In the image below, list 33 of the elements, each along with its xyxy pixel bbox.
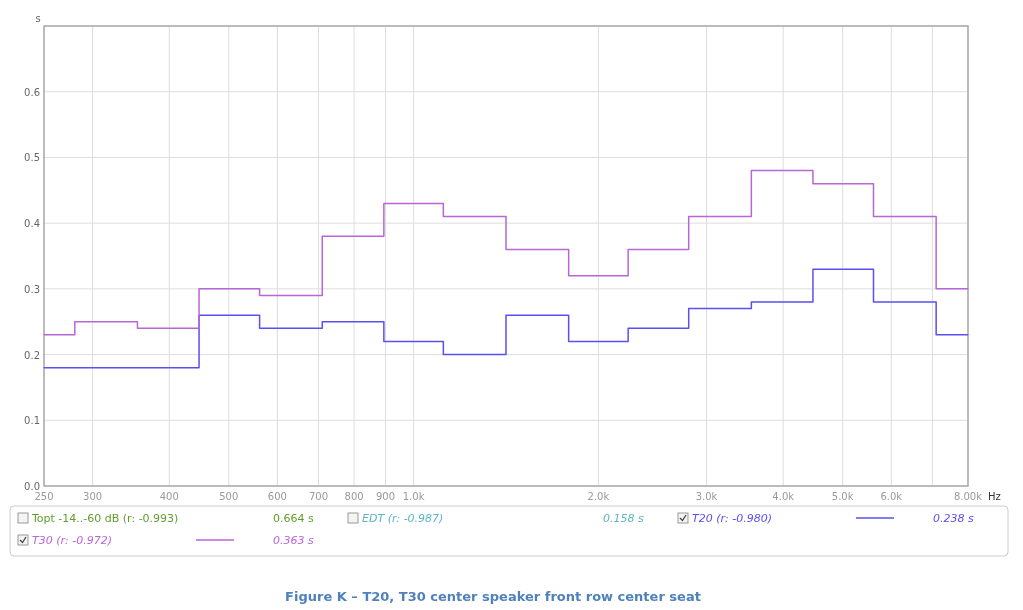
x-tick-label: 6.0k bbox=[880, 491, 903, 502]
y-tick-label: 0.5 bbox=[24, 152, 40, 164]
x-tick-label: 300 bbox=[83, 491, 103, 502]
x-tick-label: 2.0k bbox=[587, 491, 610, 502]
x-tick-label: 8.00k bbox=[953, 491, 983, 502]
text: 0.363 s bbox=[273, 534, 314, 547]
x-tick-label: 3.0k bbox=[695, 491, 718, 502]
x-tick-label: 700 bbox=[308, 491, 329, 502]
x-tick-label: 250 bbox=[34, 491, 54, 502]
x-axis-title: Hz bbox=[988, 491, 1001, 502]
x-tick-label: 800 bbox=[344, 491, 364, 502]
y-tick-label: 0.4 bbox=[24, 218, 40, 230]
y-tick-label: 0.0 bbox=[24, 481, 40, 492]
y-tick-label: 0.3 bbox=[24, 283, 40, 295]
x-tick-label: 500 bbox=[219, 491, 239, 502]
y-tick-label: 0.6 bbox=[24, 86, 40, 98]
text: EDT (r: -0.987) bbox=[362, 512, 444, 525]
x-tick-label: 5.0k bbox=[831, 491, 854, 502]
text: T30 (r: -0.972) bbox=[32, 534, 112, 547]
text: Topt -14..-60 dB (r: -0.993) bbox=[31, 512, 179, 525]
y-axis-title: s bbox=[35, 13, 41, 24]
y-tick-label: 0.1 bbox=[24, 415, 40, 427]
x-tick-label: 600 bbox=[267, 491, 287, 502]
x-tick-label: 1.0k bbox=[402, 491, 425, 502]
text: 0.238 s bbox=[933, 512, 974, 525]
text: 0.664 s bbox=[273, 512, 314, 525]
x-tick-label: 400 bbox=[159, 491, 179, 502]
x-tick-label: 900 bbox=[375, 491, 396, 502]
text: 0.158 s bbox=[603, 512, 644, 525]
text: Figure K – T20, T30 center speaker front row center seat bbox=[285, 589, 701, 604]
text: T20 (r: -0.980) bbox=[692, 512, 772, 525]
x-tick-label: 4.0k bbox=[772, 491, 795, 502]
y-tick-label: 0.2 bbox=[24, 349, 40, 361]
